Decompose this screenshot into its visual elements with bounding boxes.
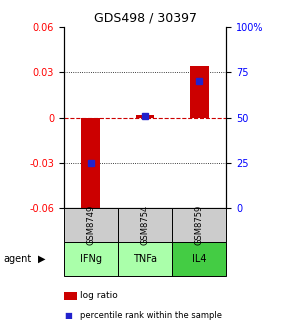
Text: IL4: IL4 [192,254,206,264]
Bar [81,118,100,220]
Text: ■: ■ [64,311,72,320]
Text: GSM8759: GSM8759 [195,205,204,245]
Text: percentile rank within the sample: percentile rank within the sample [80,311,222,320]
Text: GSM8754: GSM8754 [140,205,150,245]
Text: ▶: ▶ [38,254,46,264]
Bar [190,66,209,118]
Text: IFNg: IFNg [80,254,102,264]
Text: log ratio: log ratio [80,291,117,300]
Text: GDS498 / 30397: GDS498 / 30397 [93,12,197,25]
Text: GSM8749: GSM8749 [86,205,95,245]
Text: TNFa: TNFa [133,254,157,264]
Bar [135,115,155,118]
Text: agent: agent [3,254,31,264]
